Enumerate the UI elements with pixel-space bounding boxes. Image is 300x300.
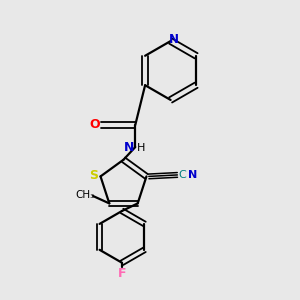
Text: CH₃: CH₃ [75,190,94,200]
Text: O: O [90,118,100,131]
Text: S: S [89,169,98,182]
Text: F: F [118,267,126,280]
Text: H: H [136,142,145,153]
Text: N: N [188,170,197,180]
Text: N: N [169,33,179,46]
Text: C: C [179,170,187,180]
Text: N: N [124,141,134,154]
